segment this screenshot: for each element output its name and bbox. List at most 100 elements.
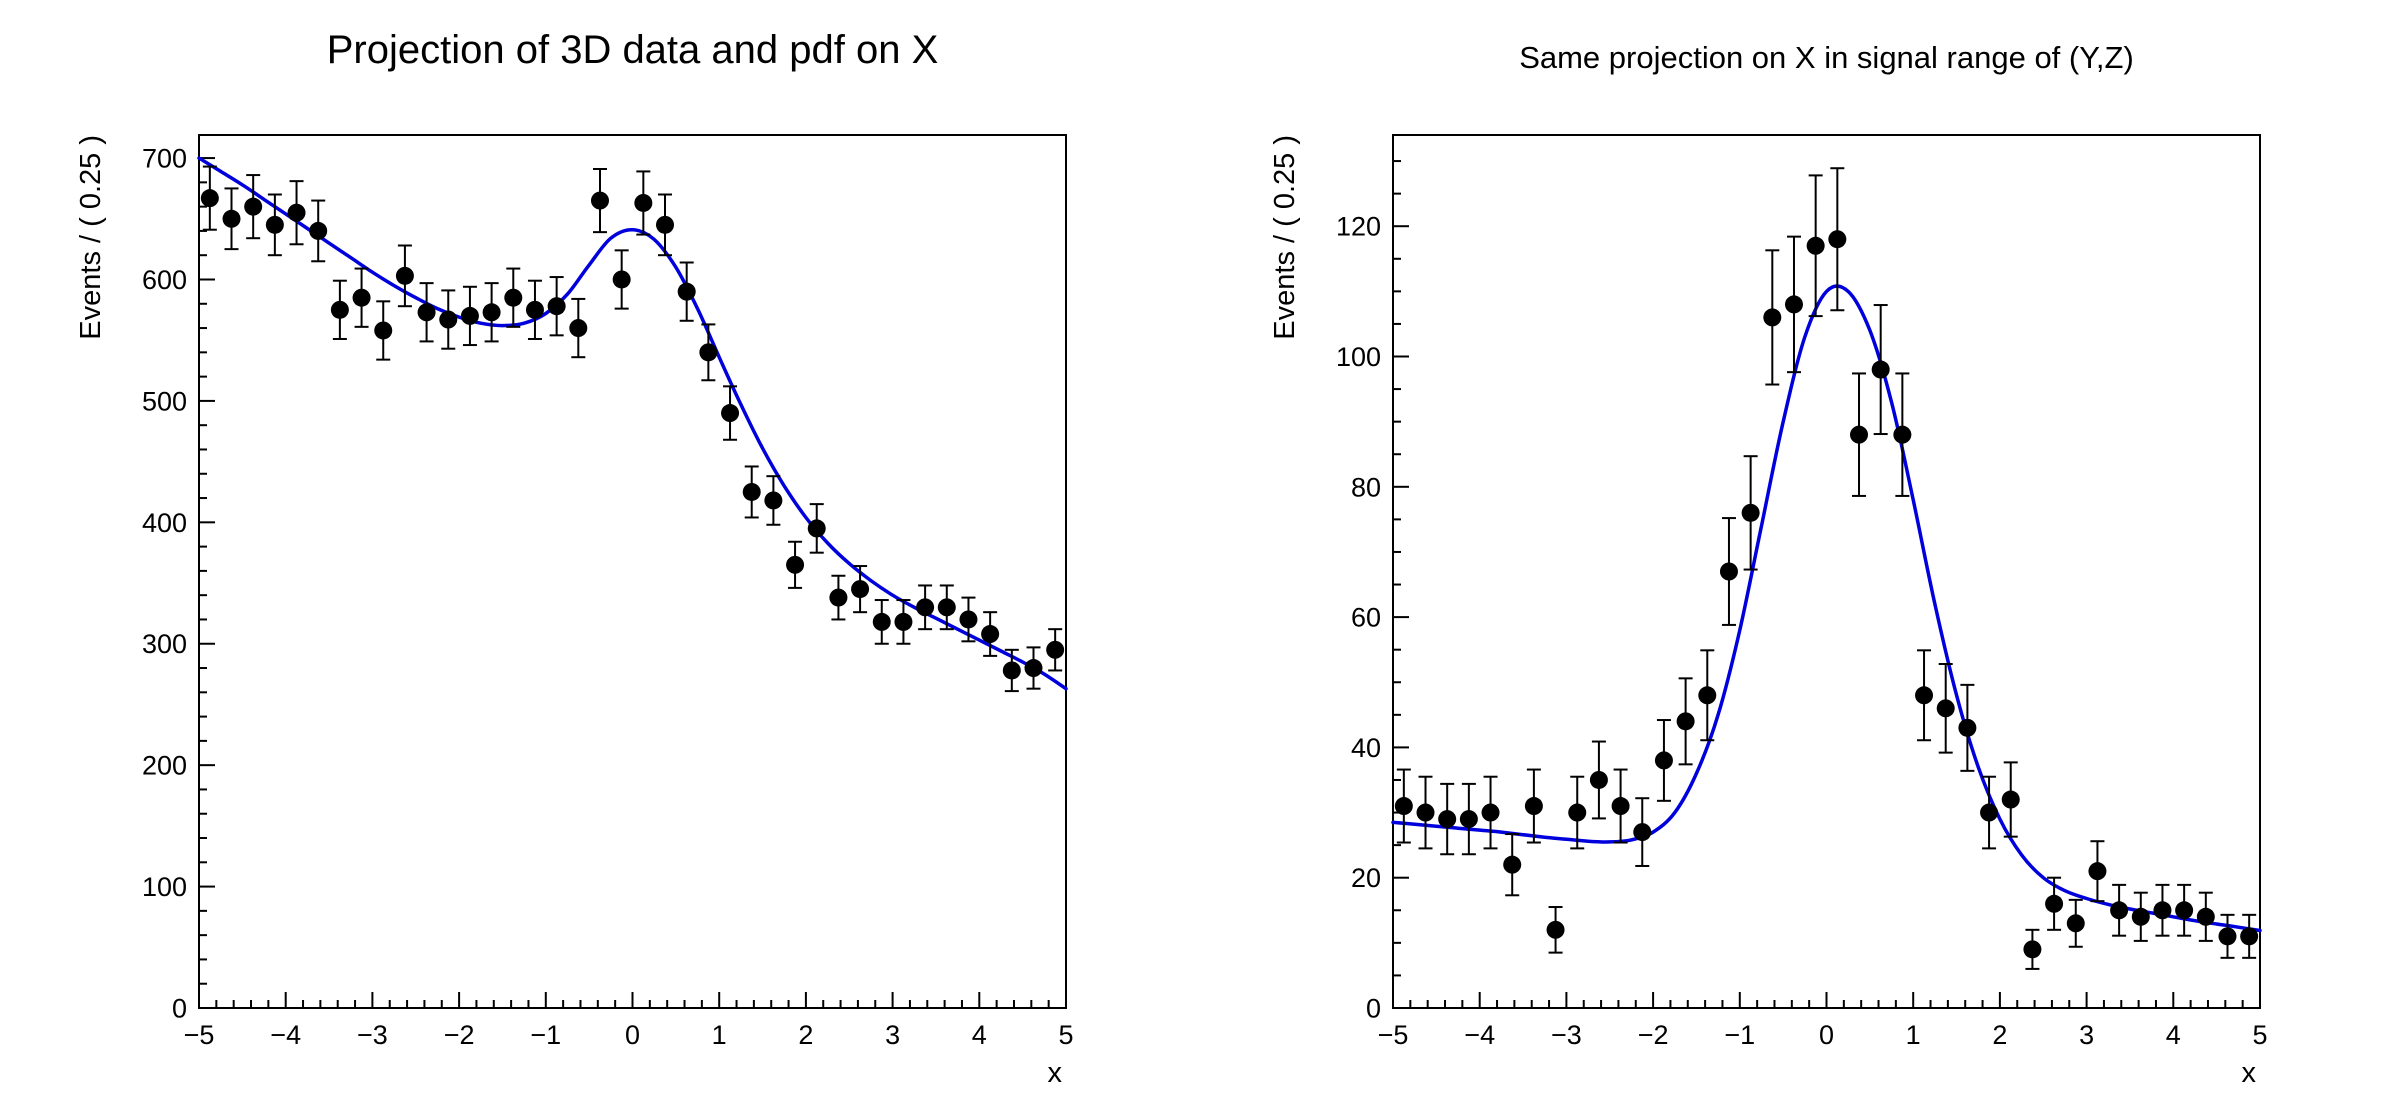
y-axis-title: Events / ( 0.25 ) [75,135,107,340]
left-plot-svg: 0 100 200 300 400 500 600 700 Events / ( 0.25 ) −… [75,134,1074,1089]
data-point-marker [1719,562,1738,581]
x-tick-label: 5 [2252,1020,2267,1050]
data-point-marker [330,300,349,319]
data-point-marker [460,306,479,325]
y-tick-label: 0 [1366,993,1381,1023]
data-point-marker [1980,803,1999,822]
data-point-marker [287,203,306,222]
x-axis: −5 −4 −3 −2 −1 0 1 2 3 4 5 x [184,992,1074,1089]
y-tick-label: 700 [142,144,187,174]
x-tick-label: 3 [885,1020,900,1050]
x-tick-label: 1 [1906,1020,1921,1050]
data-point-marker [2153,901,2172,920]
data-point-marker [1915,686,1934,705]
x-tick-label: −2 [444,1020,475,1050]
y-tick-label: 60 [1351,603,1381,633]
x-axis: −5 −4 −3 −2 −1 0 1 2 3 4 5 x [1378,992,2268,1089]
data-point-marker [1763,308,1782,327]
data-point-marker [981,625,1000,644]
data-point-marker [1524,797,1543,816]
right-pad: Same projection on X in signal range of … [1194,0,2388,1116]
data-point-marker [916,598,935,617]
data-points [1394,167,2259,970]
x-tick-label: −4 [270,1020,301,1050]
data-point-marker [2131,907,2150,926]
data-point-marker [937,598,956,617]
data-point-marker [1828,230,1847,249]
data-point-marker [244,197,263,216]
data-point-marker [1394,797,1413,816]
left-chart-title: Projection of 3D data and pdf on X [326,28,939,72]
x-tick-label: 2 [798,1020,813,1050]
y-tick-label: 40 [1351,733,1381,763]
data-point-marker [2023,940,2042,959]
data-point-marker [894,612,913,631]
data-point-marker [1481,803,1500,822]
data-point-marker [1416,803,1435,822]
y-tick-label: 0 [172,993,187,1023]
right-chart-title: Same projection on X in signal range of … [1519,40,2134,75]
data-point-marker [1046,640,1065,659]
x-tick-label: −5 [1378,1020,1409,1050]
data-point-marker [374,321,393,340]
data-point-marker [1611,797,1630,816]
data-point-marker [417,303,436,322]
x-tick-label: −3 [357,1020,388,1050]
x-axis-title: x [1048,1057,1063,1089]
x-tick-label: 5 [1058,1020,1073,1050]
data-point-marker [764,491,783,510]
data-point-marker [1676,712,1695,731]
y-axis: 0 100 200 300 400 500 600 700 Events / ( 0.25 ) [75,135,215,1023]
y-tick-label: 100 [142,872,187,902]
plot-frame [1392,134,2261,1009]
data-point-marker [265,215,284,234]
data-point-marker [656,215,675,234]
data-point-marker [1002,661,1021,680]
y-tick-label: 20 [1351,863,1381,893]
data-point-marker [677,282,696,301]
data-point-marker [200,189,219,208]
data-point-marker [786,555,805,574]
data-point-marker [1698,686,1717,705]
data-point-marker [1459,810,1478,829]
data-point-marker [872,612,891,631]
x-tick-label: −5 [184,1020,215,1050]
data-point-marker [2196,907,2215,926]
data-point-marker [699,343,718,362]
data-point-marker [1958,718,1977,737]
data-point-marker [482,303,501,322]
data-point-marker [309,221,328,240]
data-points [200,165,1065,693]
data-point-marker [807,519,826,538]
y-tick-label: 500 [142,386,187,416]
data-point-marker [829,588,848,607]
y-tick-label: 100 [1336,342,1381,372]
x-tick-label: 4 [972,1020,987,1050]
data-point-marker [612,270,631,289]
data-point-marker [959,610,978,629]
data-point-marker [1546,920,1565,939]
data-point-marker [1438,810,1457,829]
x-axis-title: x [2242,1057,2257,1089]
data-point-marker [1568,803,1587,822]
y-tick-label: 120 [1336,212,1381,242]
data-point-marker [1850,425,1869,444]
data-point-marker [1784,295,1803,314]
y-tick-label: 200 [142,751,187,781]
data-point-marker [1633,823,1652,842]
x-tick-label: 0 [625,1020,640,1050]
data-point-marker [1741,503,1760,522]
data-point-marker [1936,699,1955,718]
left-pad: Projection of 3D data and pdf on X 0 100 2… [75,28,1074,1089]
data-point-marker [2240,927,2259,946]
data-point-marker [1024,659,1043,678]
y-tick-label: 80 [1351,472,1381,502]
x-tick-label: 2 [1992,1020,2007,1050]
y-axis-title: Events / ( 0.25 ) [1269,135,1301,340]
data-point-marker [569,319,588,338]
data-point-marker [721,404,740,423]
x-tick-label: −1 [1724,1020,1755,1050]
data-point-marker [2175,901,2194,920]
x-tick-label: −1 [530,1020,561,1050]
